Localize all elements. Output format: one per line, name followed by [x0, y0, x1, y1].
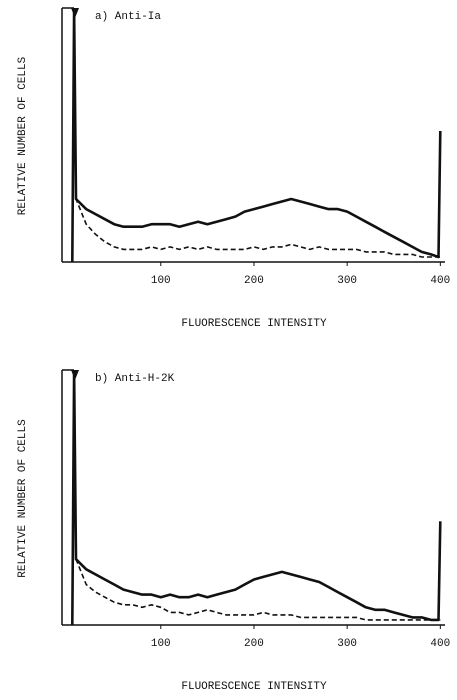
dashed-line [71, 9, 441, 263]
x-tick-label: 400 [430, 275, 450, 287]
x-axis-label: FLUORESCENCE INTENSITY [181, 318, 327, 330]
x-tick-label: 400 [430, 638, 450, 650]
chart-title: b) Anti-H-2K [95, 373, 175, 385]
y-axis-label: RELATIVE NUMBER OF CELLS [17, 419, 29, 578]
y-axis-label: RELATIVE NUMBER OF CELLS [17, 56, 29, 215]
dashed-line [71, 371, 441, 626]
x-tick-label: 100 [151, 638, 171, 650]
x-tick-label: 300 [337, 275, 357, 287]
x-tick-label: 200 [244, 275, 264, 287]
x-tick-label: 300 [337, 638, 357, 650]
chart-title: a) Anti-Ia [95, 11, 161, 23]
solid-line [71, 370, 442, 626]
solid-line [71, 8, 442, 263]
x-axis-label: FLUORESCENCE INTENSITY [181, 681, 327, 693]
x-tick-label: 100 [151, 275, 171, 287]
x-tick-label: 200 [244, 638, 264, 650]
